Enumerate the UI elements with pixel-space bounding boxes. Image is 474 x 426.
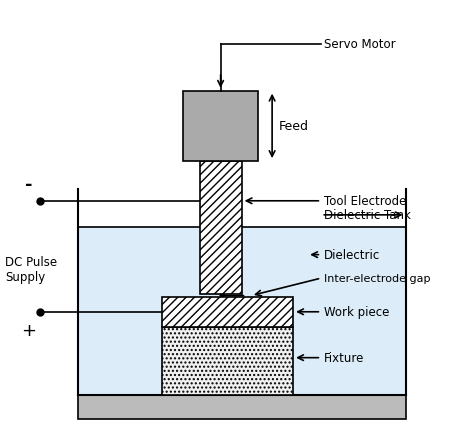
Text: DC Pulse
Supply: DC Pulse Supply <box>5 255 57 283</box>
Text: Fixture: Fixture <box>324 351 364 364</box>
Text: Work piece: Work piece <box>324 305 389 319</box>
Bar <box>183 92 258 161</box>
Bar <box>200 161 242 295</box>
Text: +: + <box>21 321 36 339</box>
Bar <box>162 297 293 328</box>
Text: Feed: Feed <box>279 120 309 133</box>
Bar <box>162 328 293 395</box>
Text: Inter-electrode gap: Inter-electrode gap <box>324 273 430 283</box>
Text: Servo Motor: Servo Motor <box>324 38 395 51</box>
Text: Tool Electrode: Tool Electrode <box>324 195 406 208</box>
Bar <box>78 395 406 419</box>
Text: Dielectric: Dielectric <box>324 248 380 262</box>
Text: -: - <box>25 176 32 194</box>
Bar <box>78 227 406 395</box>
Text: Dielectric Tank: Dielectric Tank <box>324 209 410 222</box>
